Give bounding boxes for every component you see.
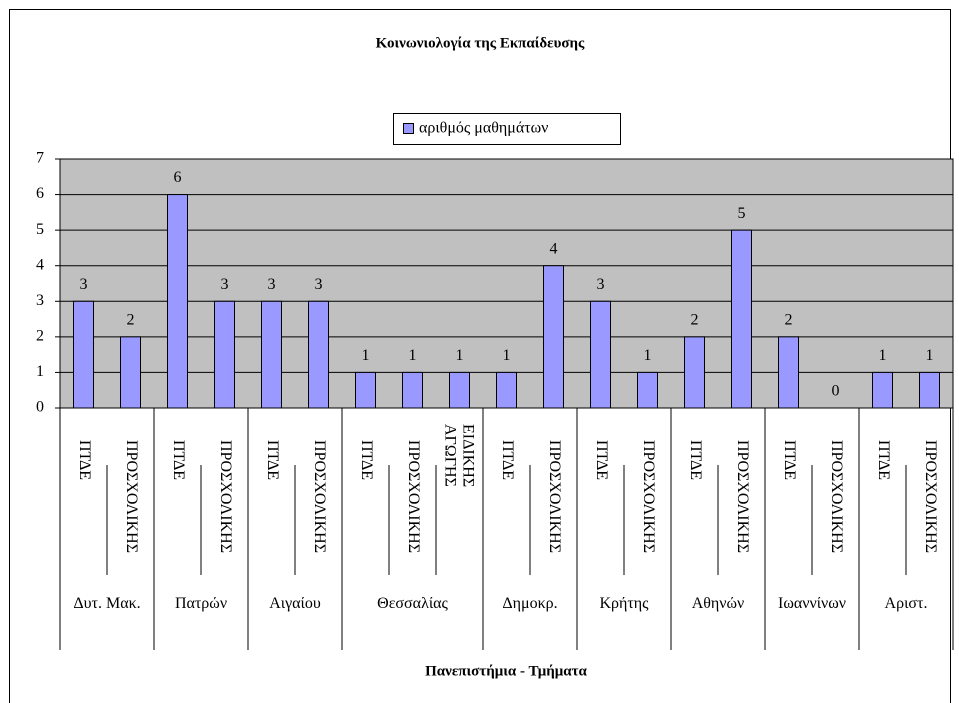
value-label: 1 (879, 347, 887, 364)
bar (778, 336, 799, 409)
x-tick-label: ΕΙΔΙΚΗΣΑΓΩΓΗΣ (442, 424, 477, 487)
y-tick-label: 3 (36, 292, 44, 309)
group-label: Αριστ. (884, 595, 928, 612)
bar (590, 300, 611, 409)
legend-label: αριθμός μαθημάτων (419, 120, 548, 137)
bar (449, 371, 470, 409)
value-label: 3 (597, 276, 605, 293)
group-label: Αθηνών (691, 595, 745, 612)
value-label: 2 (127, 312, 135, 329)
x-tick-label: ΠΡΟΣΧΟΛΙΚΗΣ (405, 440, 422, 553)
bar (120, 336, 141, 409)
bar (919, 371, 940, 409)
plot-area (59, 158, 954, 409)
group-label: Αιγαίου (269, 595, 321, 612)
y-tick-label: 4 (36, 256, 44, 273)
value-label: 3 (80, 276, 88, 293)
y-tick-label: 0 (36, 399, 44, 416)
bar (261, 300, 282, 409)
value-label: 0 (832, 383, 840, 400)
bar (684, 336, 705, 409)
value-label: 5 (738, 205, 746, 222)
x-tick-label: ΠΡΟΣΧΟΛΙΚΗΣ (217, 440, 234, 553)
value-label: 2 (691, 312, 699, 329)
value-label: 1 (503, 347, 511, 364)
bar (637, 371, 658, 409)
value-label: 4 (550, 240, 558, 257)
x-tick-label: ΠΤΔΕ (76, 440, 93, 480)
bar (214, 300, 235, 409)
x-tick-label: ΠΡΟΣΧΟΛΙΚΗΣ (123, 440, 140, 553)
x-tick-label: ΠΡΟΣΧΟΛΙΚΗΣ (922, 440, 939, 553)
value-label: 1 (362, 347, 370, 364)
legend-swatch (403, 123, 414, 134)
y-tick-label: 5 (36, 221, 44, 238)
value-label: 6 (174, 169, 182, 186)
value-label: 2 (785, 312, 793, 329)
x-tick-label: ΠΤΔΕ (593, 440, 610, 480)
bar (731, 229, 752, 409)
x-tick-label: ΠΤΔΕ (875, 440, 892, 480)
bar (73, 300, 94, 409)
y-tick-label: 1 (36, 363, 44, 380)
bar (355, 371, 376, 409)
value-label: 1 (926, 347, 934, 364)
y-tick-label: 7 (36, 150, 44, 167)
x-tick-label: ΠΤΔΕ (358, 440, 375, 480)
x-tick-label: ΠΡΟΣΧΟΛΙΚΗΣ (828, 440, 845, 553)
group-label: Πατρών (174, 595, 228, 612)
chart-title: Κοινωνιολογία της Εκπαίδευσης (376, 35, 585, 51)
y-tick-label: 2 (36, 328, 44, 345)
x-axis-title: Πανεπιστήμια - Τμήματα (425, 663, 587, 679)
bar (167, 194, 188, 409)
value-label: 3 (221, 276, 229, 293)
bar (872, 371, 893, 409)
x-tick-label: ΠΤΔΕ (687, 440, 704, 480)
group-label: Θεσσαλίας (377, 595, 448, 612)
x-tick-label: ΠΤΔΕ (264, 440, 281, 480)
x-tick-label: ΠΤΔΕ (170, 440, 187, 480)
bar (308, 300, 329, 409)
x-tick-label: ΠΡΟΣΧΟΛΙΚΗΣ (734, 440, 751, 553)
x-tick-label: ΠΤΔΕ (499, 440, 516, 480)
legend-box (393, 113, 621, 145)
y-tick-label: 6 (36, 185, 44, 202)
x-tick-label: ΠΡΟΣΧΟΛΙΚΗΣ (546, 440, 563, 553)
value-label: 3 (268, 276, 276, 293)
value-label: 1 (644, 347, 652, 364)
bar (543, 265, 564, 409)
x-tick-label: ΠΡΟΣΧΟΛΙΚΗΣ (640, 440, 657, 553)
bar (402, 371, 423, 409)
x-tick-label: ΠΡΟΣΧΟΛΙΚΗΣ (311, 440, 328, 553)
group-label: Κρήτης (599, 595, 649, 612)
group-label: Δημοκρ. (502, 595, 558, 612)
x-tick-label: ΠΤΔΕ (781, 440, 798, 480)
bar (496, 371, 517, 409)
group-label: Δυτ. Μακ. (73, 595, 141, 612)
value-label: 3 (315, 276, 323, 293)
value-label: 1 (456, 347, 464, 364)
value-label: 1 (409, 347, 417, 364)
group-label: Ιωαννίνων (777, 595, 846, 612)
